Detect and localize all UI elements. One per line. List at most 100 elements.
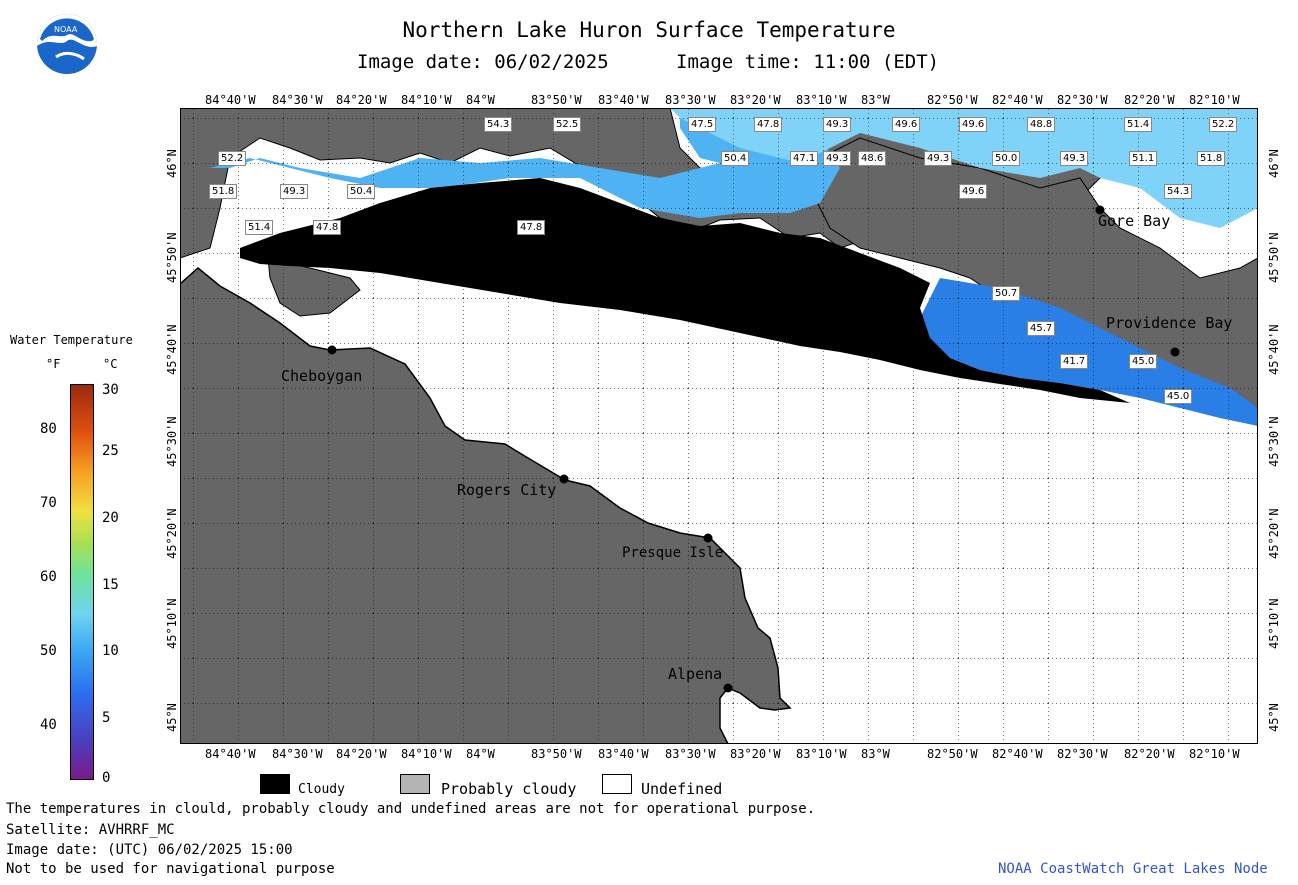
temperature-label: 54.3 [1164,184,1193,199]
temperature-label: 48.8 [1027,117,1056,132]
x-tick-top: 83°30'W [665,93,716,107]
x-tick-top: 82°10'W [1189,93,1240,107]
place-cheboygan: Cheboygan [281,367,363,385]
legend-probably-cloudy-label: Probably cloudy [441,780,577,798]
x-tick-top: 83°40'W [598,93,649,107]
colorbar-f-tick: 60 [40,569,57,585]
colorbar-f-tick: 70 [40,495,57,511]
temperature-label: 50.4 [347,184,376,199]
x-tick-bottom: 82°40'W [992,747,1043,761]
place-rogers-city: Rogers City [457,481,557,499]
noaa-logo: NOAA [36,13,98,75]
temperature-label: 49.6 [892,117,921,132]
cheboygan-marker [327,345,337,355]
y-tick-right: 45°N [1267,703,1281,733]
x-tick-bottom: 83°30'W [665,747,716,761]
x-tick-bottom: 82°50'W [927,747,978,761]
alpena-marker [723,683,733,693]
x-tick-top: 82°20'W [1124,93,1175,107]
colorbar-f-tick: 80 [40,421,57,437]
x-tick-bottom: 83°40'W [598,747,649,761]
x-tick-top: 82°50'W [927,93,978,107]
footer-utc-date: Image date: (UTC) 06/02/2025 15:00 [6,842,293,858]
x-tick-top: 83°20'W [730,93,781,107]
temperature-label: 54.3 [484,117,513,132]
y-tick-right: 45°50'N [1267,232,1281,284]
temperature-label: 48.6 [858,151,887,166]
legend-undefined-swatch [602,774,632,794]
colorbar-c-tick: 10 [102,643,119,659]
place-gore-bay: Gore Bay [1098,212,1171,230]
x-tick-bottom: 84°W [466,747,495,761]
x-tick-top: 83°10'W [796,93,847,107]
temperature-label: 49.3 [280,184,309,199]
image-time: Image time: 11:00 (EDT) [676,51,940,73]
y-tick-left: 45°10'N [165,598,179,650]
temperature-label: 51.8 [209,184,238,199]
place-alpena: Alpena [668,665,723,683]
temperature-label: 49.6 [959,184,988,199]
legend-probably-cloudy-swatch [400,774,430,794]
colorbar-unit-c: °C [103,357,118,371]
y-tick-right: 46°N [1267,149,1281,179]
y-tick-left: 45°50'N [165,232,179,284]
x-tick-top: 84°30'W [272,93,323,107]
y-tick-left: 45°30'N [165,416,179,468]
x-tick-top: 84°40'W [205,93,256,107]
y-tick-left: 45°40'N [165,324,179,376]
temperature-label: 47.1 [790,151,819,166]
temperature-label: 50.7 [992,286,1021,301]
y-tick-left: 45°20'N [165,508,179,560]
temperature-label: 51.8 [1197,151,1226,166]
temperature-label: 47.8 [313,220,342,235]
colorbar-c-tick: 5 [102,710,111,726]
map-title: Northern Lake Huron Surface Temperature [402,18,896,42]
x-tick-top: 82°40'W [992,93,1043,107]
place-providence-bay: Providence Bay [1106,314,1233,332]
place-presque-isle: Presque Isle [622,545,724,561]
temperature-label: 45.7 [1027,321,1056,336]
temperature-label: 49.6 [959,117,988,132]
colorbar-c-tick: 30 [102,382,119,398]
x-tick-top: 83°W [861,93,890,107]
y-tick-left: 46°N [165,149,179,179]
x-tick-top: 83°50'W [531,93,582,107]
colorbar-f-tick: 50 [40,643,57,659]
temperature-label: 49.3 [924,151,953,166]
footer-credit: NOAA CoastWatch Great Lakes Node [998,861,1268,877]
temperature-label: 47.8 [517,220,546,235]
noaa-logo-text: NOAA [54,25,78,34]
temperature-label: 50.0 [992,151,1021,166]
colorbar-f-tick: 40 [40,717,57,733]
x-tick-top: 82°30'W [1057,93,1108,107]
colorbar-c-tick: 20 [102,510,119,526]
y-tick-right: 45°30'N [1267,416,1281,468]
temperature-label: 49.3 [823,151,852,166]
colorbar-c-tick: 25 [102,443,119,459]
temperature-label: 47.5 [688,117,717,132]
temperature-map [180,108,1258,744]
temperature-label: 50.4 [721,151,750,166]
rogers-city-marker [559,474,569,484]
colorbar-gradient [70,384,94,780]
footer-satellite: Satellite: AVHRRF_MC [6,822,175,838]
footer-nav-warning: Not to be used for navigational purpose [6,861,335,877]
image-date: Image date: 06/02/2025 [357,51,609,73]
colorbar-c-tick: 15 [102,577,119,593]
temperature-label: 52.2 [218,151,247,166]
colorbar-unit-f: °F [46,357,61,371]
y-tick-right: 45°40'N [1267,324,1281,376]
colorbar-c-tick: 0 [102,770,111,786]
x-tick-bottom: 84°40'W [205,747,256,761]
x-tick-top: 84°W [466,93,495,107]
legend-cloudy-label: Cloudy [298,782,345,797]
legend-undefined-label: Undefined [641,780,723,798]
gore-bay-marker [1095,205,1105,215]
footer-disclaimer: The temperatures in clould, probably clo… [6,801,816,817]
x-tick-bottom: 82°10'W [1189,747,1240,761]
y-tick-right: 45°20'N [1267,508,1281,560]
temperature-label: 45.0 [1164,389,1193,404]
x-tick-bottom: 84°20'W [336,747,387,761]
providence-bay-marker [1170,347,1180,357]
x-tick-top: 84°10'W [401,93,452,107]
